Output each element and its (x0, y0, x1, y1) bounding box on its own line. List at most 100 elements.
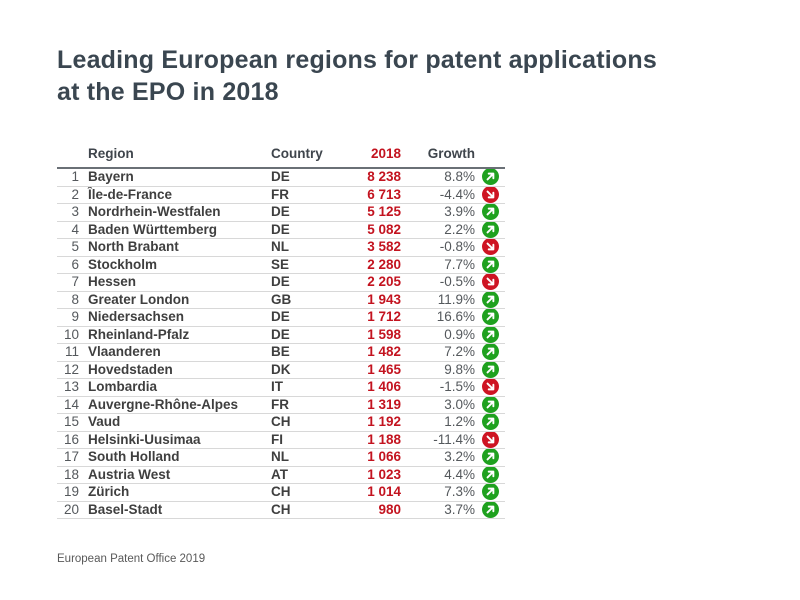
growth-cell: 3.7% (401, 501, 475, 519)
table-row: 5 North Brabant NL 3 582 -0.8% (57, 238, 505, 257)
applications-cell: 1 712 (337, 308, 401, 327)
table-row: 18 Austria West AT 1 023 4.4% (57, 466, 505, 484)
growth-cell: 9.8% (401, 361, 475, 379)
region-cell: Helsinki-Uusimaa (79, 431, 265, 449)
table-row: 7 Hessen DE 2 205 -0.5% (57, 273, 505, 292)
region-cell: Basel-Stadt (79, 501, 265, 519)
country-cell: AT (265, 466, 337, 484)
growth-cell: 2.2% (401, 221, 475, 239)
trend-cell (475, 186, 505, 204)
applications-cell: 1 192 (337, 413, 401, 432)
country-column-header: Country (265, 146, 337, 169)
region-cell: Niedersachsen (79, 308, 265, 327)
year-2018-column-header: 2018 (337, 146, 401, 169)
growth-cell: 16.6% (401, 308, 475, 327)
trend-up-icon (481, 256, 499, 273)
trend-cell (475, 361, 505, 379)
country-cell: CH (265, 483, 337, 502)
trend-cell (475, 483, 505, 502)
table-body: 1 Bayern DE 8 238 8.8% 2 Île-de-France F… (57, 168, 505, 519)
country-cell: BE (265, 343, 337, 362)
page-title-line2: at the EPO in 2018 (57, 78, 279, 106)
table-row: 15 Vaud CH 1 192 1.2% (57, 413, 505, 432)
country-cell: CH (265, 413, 337, 432)
trend-up-icon (481, 203, 499, 221)
table-row: 11 Vlaanderen BE 1 482 7.2% (57, 343, 505, 362)
rank-cell: 12 (57, 361, 79, 379)
rank-cell: 13 (57, 378, 79, 397)
rank-cell: 19 (57, 483, 79, 502)
applications-cell: 1 943 (337, 291, 401, 309)
region-cell: Vlaanderen (79, 343, 265, 362)
growth-cell: -0.5% (401, 273, 475, 292)
trend-up-icon (481, 466, 499, 483)
trend-up-icon (481, 396, 499, 413)
trend-up-icon (481, 413, 499, 431)
table-row: 14 Auvergne-Rhône-Alpes FR 1 319 3.0% (57, 396, 505, 414)
applications-cell: 1 465 (337, 361, 401, 379)
rank-cell: 14 (57, 396, 79, 414)
trend-cell (475, 168, 505, 187)
table-row: 8 Greater London GB 1 943 11.9% (57, 291, 505, 309)
trend-down-icon (481, 238, 499, 256)
trend-column-header (475, 146, 505, 169)
growth-cell: 3.2% (401, 448, 475, 467)
trend-cell (475, 378, 505, 397)
region-cell: South Holland (79, 448, 265, 467)
trend-cell (475, 396, 505, 414)
country-cell: SE (265, 256, 337, 274)
region-cell: Austria West (79, 466, 265, 484)
country-cell: NL (265, 448, 337, 467)
trend-cell (475, 413, 505, 432)
trend-up-icon (481, 221, 499, 238)
rank-cell: 3 (57, 203, 79, 222)
region-cell: Hessen (79, 273, 265, 292)
trend-down-icon (481, 273, 499, 291)
applications-cell: 1 319 (337, 396, 401, 414)
country-cell: DK (265, 361, 337, 379)
page-title-line1: Leading European regions for patent appl… (57, 46, 657, 74)
country-cell: GB (265, 291, 337, 309)
growth-cell: 7.7% (401, 256, 475, 274)
trend-up-icon (481, 448, 499, 466)
region-cell: Auvergne-Rhône-Alpes (79, 396, 265, 414)
rank-cell: 11 (57, 343, 79, 362)
growth-cell: -11.4% (401, 431, 475, 449)
region-cell: Zürich (79, 483, 265, 502)
table-row: 13 Lombardia IT 1 406 -1.5% (57, 378, 505, 397)
table-row: 20 Basel-Stadt CH 980 3.7% (57, 501, 505, 519)
growth-cell: 4.4% (401, 466, 475, 484)
rank-cell: 6 (57, 256, 79, 274)
rank-cell: 10 (57, 326, 79, 344)
rank-cell: 1 (57, 168, 79, 187)
table-row: 17 South Holland NL 1 066 3.2% (57, 448, 505, 467)
applications-cell: 1 406 (337, 378, 401, 397)
page-title: Leading European regions for patent appl… (57, 44, 657, 108)
applications-cell: 1 023 (337, 466, 401, 484)
trend-down-icon (481, 431, 499, 448)
country-cell: DE (265, 326, 337, 344)
rank-cell: 18 (57, 466, 79, 484)
rank-cell: 15 (57, 413, 79, 432)
table-row: 3 Nordrhein-Westfalen DE 5 125 3.9% (57, 203, 505, 222)
trend-cell (475, 326, 505, 344)
growth-cell: -0.8% (401, 238, 475, 257)
trend-up-icon (481, 343, 499, 361)
trend-up-icon (481, 501, 499, 518)
region-cell: Stockholm (79, 256, 265, 274)
trend-cell (475, 466, 505, 484)
rank-cell: 17 (57, 448, 79, 467)
rank-cell: 5 (57, 238, 79, 257)
applications-cell: 8 238 (337, 168, 401, 187)
region-cell: Rheinland-Pfalz (79, 326, 265, 344)
region-cell: Bayern (79, 168, 265, 187)
rank-cell: 20 (57, 501, 79, 519)
growth-cell: 3.9% (401, 203, 475, 222)
table-row: 2 Île-de-France FR 6 713 -4.4% (57, 186, 505, 204)
rank-cell: 8 (57, 291, 79, 309)
rank-cell: 4 (57, 221, 79, 239)
trend-up-icon (481, 308, 499, 326)
growth-cell: 0.9% (401, 326, 475, 344)
table-row: 9 Niedersachsen DE 1 712 16.6% (57, 308, 505, 327)
